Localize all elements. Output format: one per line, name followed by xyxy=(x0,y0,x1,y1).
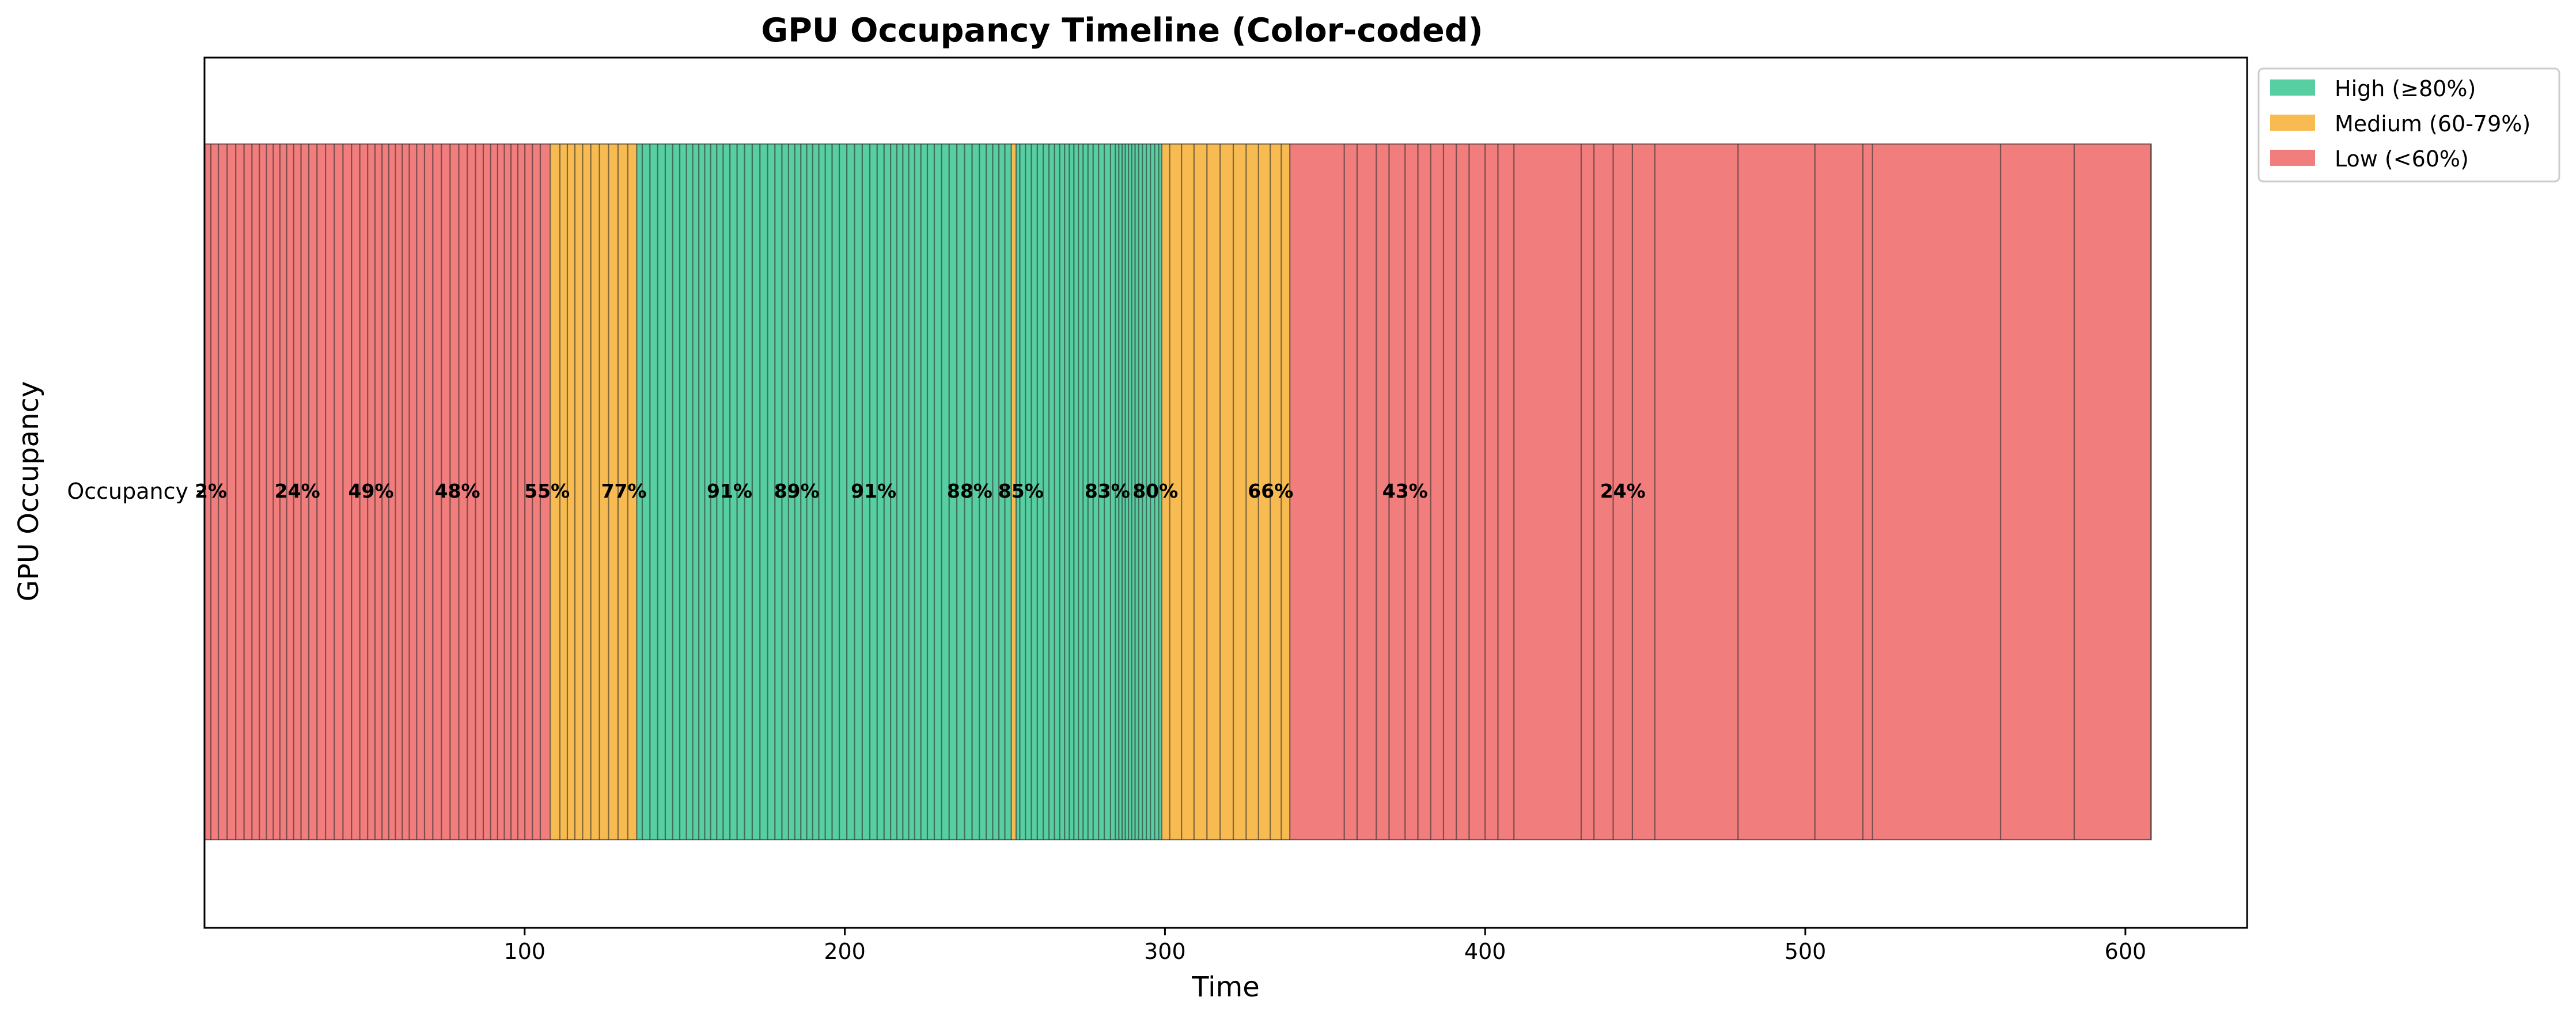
timeline-segment-medium xyxy=(1161,144,1290,840)
bar-label: 24% xyxy=(275,480,320,502)
x-tick-label: 400 xyxy=(1464,939,1506,964)
bar-label: 55% xyxy=(524,480,570,502)
x-tick-label: 500 xyxy=(1785,939,1827,964)
legend-swatch-medium xyxy=(2270,115,2315,131)
legend-label-high: High (≥80%) xyxy=(2335,76,2476,101)
timeline-segment-low xyxy=(204,144,211,840)
bar-label: 91% xyxy=(851,480,896,502)
bar-label: 49% xyxy=(348,480,394,502)
plot-frame xyxy=(203,56,2248,929)
x-tick-label: 600 xyxy=(2105,939,2147,964)
bar-label: 43% xyxy=(1382,480,1428,502)
y-axis: Occupancy xyxy=(67,479,204,504)
x-tick-label: 300 xyxy=(1144,939,1186,964)
legend-swatch-high xyxy=(2270,79,2315,96)
timeline-segment-low xyxy=(1290,144,2151,840)
chart-title: GPU Occupancy Timeline (Color-coded) xyxy=(761,12,1483,50)
bar-label: 91% xyxy=(707,480,752,502)
bar-label: 24% xyxy=(1600,480,1646,502)
timeline-segment-medium xyxy=(1011,144,1016,840)
bar-label: 85% xyxy=(998,480,1044,502)
legend: High (≥80%) Medium (60-79%) Low (<60%) xyxy=(2257,67,2560,183)
legend-label-medium: Medium (60-79%) xyxy=(2335,111,2530,136)
legend-entry-medium: Medium (60-79%) xyxy=(2270,111,2530,136)
x-axis-label: Time xyxy=(1191,971,1259,1003)
y-axis-label: GPU Occupancy xyxy=(13,381,45,602)
bar-label: 89% xyxy=(774,480,820,502)
legend-label-low: Low (<60%) xyxy=(2335,146,2469,172)
bar-label: 88% xyxy=(947,480,992,502)
timeline-segment-low xyxy=(211,144,551,840)
x-tick-label: 200 xyxy=(824,939,866,964)
bar-label: 83% xyxy=(1085,480,1130,502)
plot-area: 2% 24% 49% 48% 55% 77% 91% 89% 91% 88% 85% 83% 80% 66… xyxy=(195,56,2248,929)
bar-labels: 2% 24% 49% 48% 55% 77% 91% 89% 91% 88% 85% 83% 80% 66… xyxy=(195,480,1646,502)
bar-label: 48% xyxy=(435,480,480,502)
bar-label: 77% xyxy=(601,480,647,502)
bar-label: 80% xyxy=(1132,480,1178,502)
legend-entry-low: Low (<60%) xyxy=(2270,146,2469,172)
legend-entry-high: High (≥80%) xyxy=(2270,76,2476,101)
bar-label: 66% xyxy=(1248,480,1293,502)
x-tick-label: 100 xyxy=(504,939,546,964)
legend-swatch-low xyxy=(2270,150,2315,166)
timeline-segment-medium xyxy=(550,144,637,840)
legend-frame xyxy=(2257,67,2560,183)
x-axis: 100 200 300 400 500 600 xyxy=(504,928,2147,964)
y-tick-label: Occupancy xyxy=(67,479,188,504)
